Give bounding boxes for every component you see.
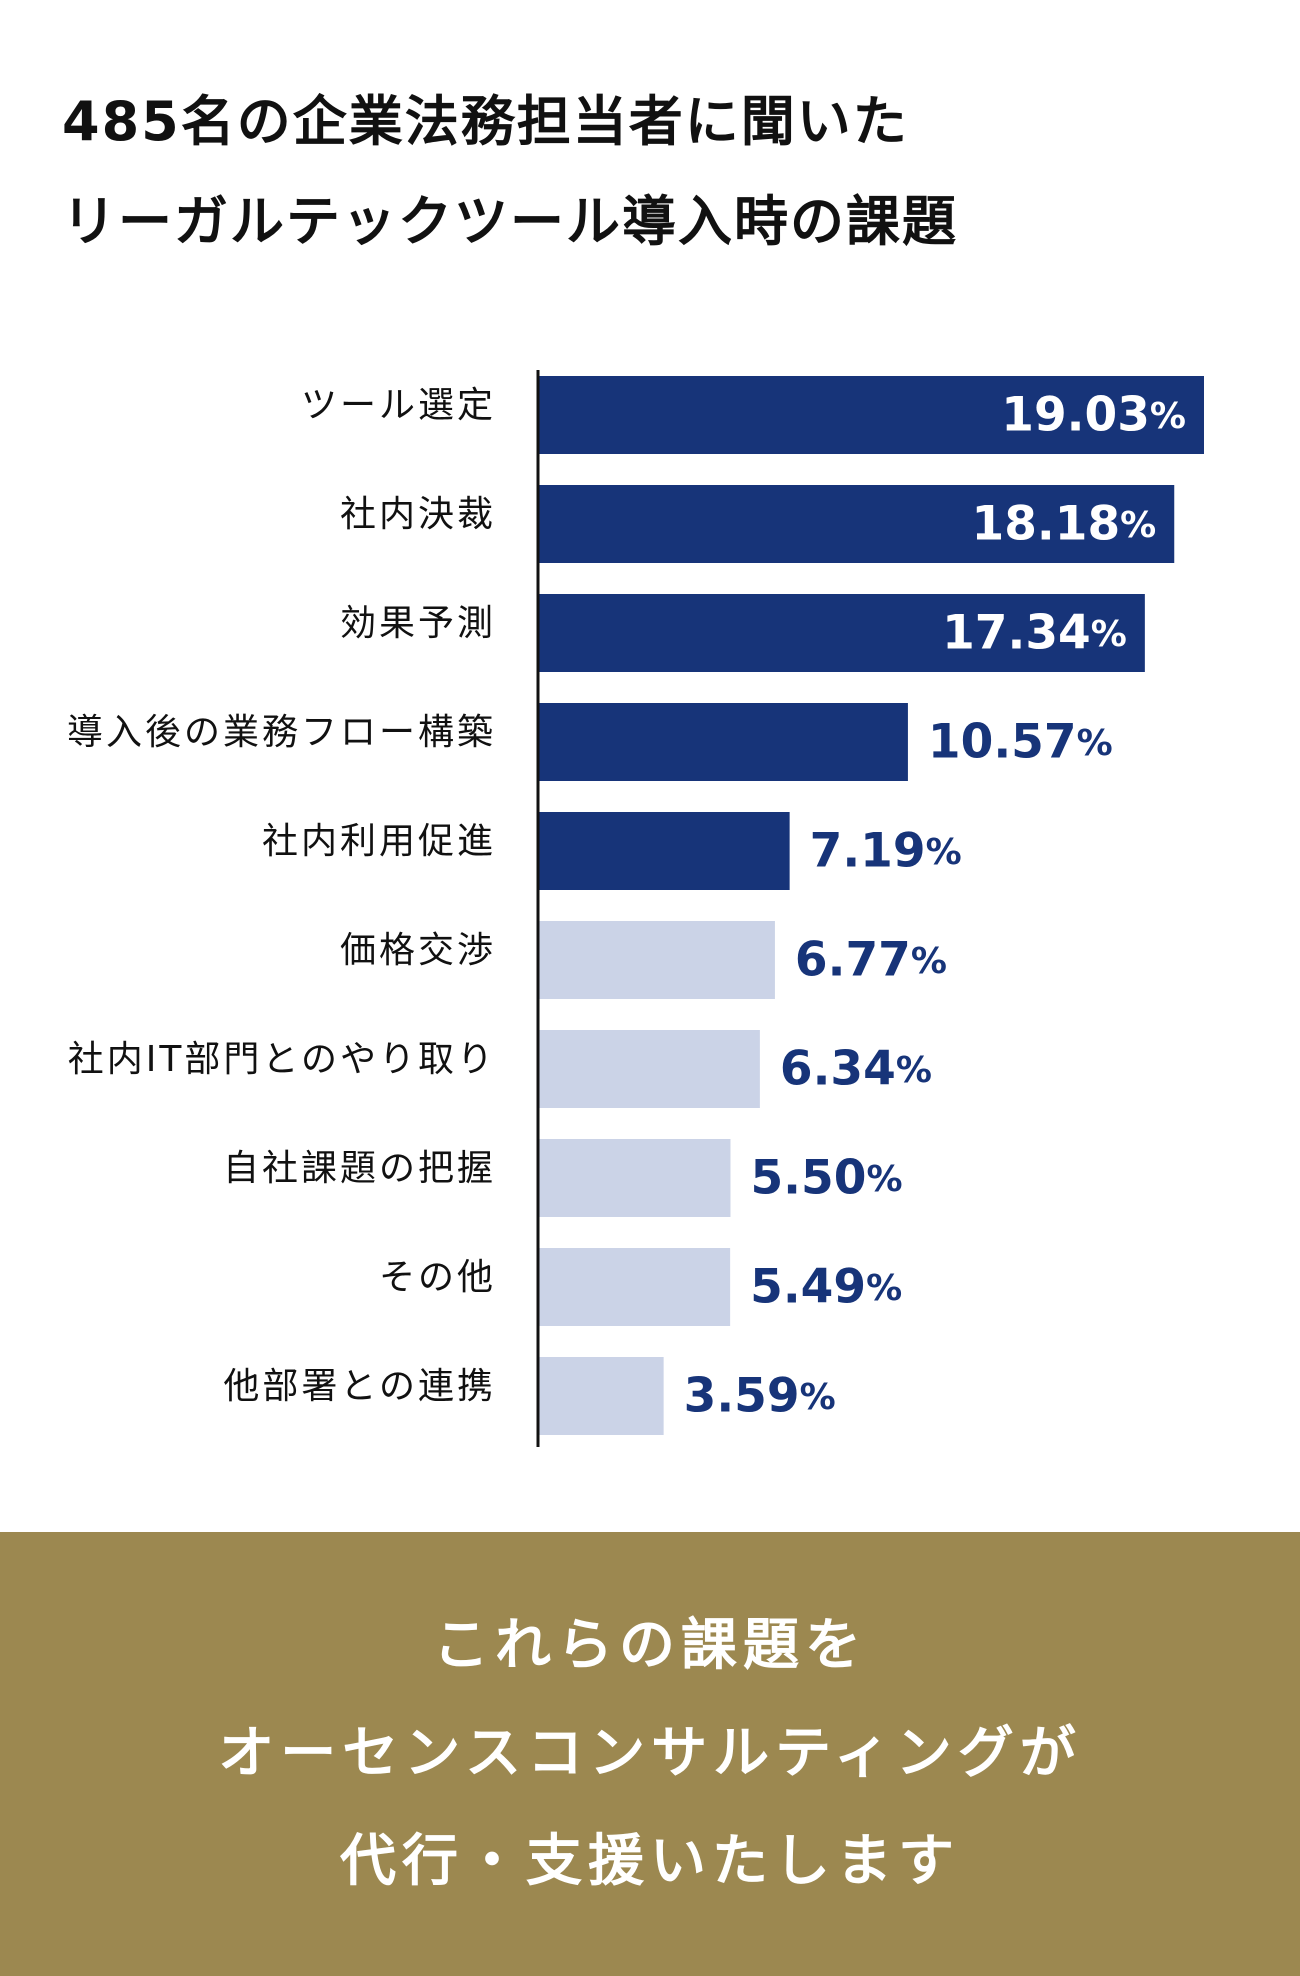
value-label: 17.34% bbox=[942, 606, 1127, 661]
category-label: ツール選定 bbox=[301, 385, 496, 426]
category-label: 自社課題の把握 bbox=[223, 1148, 496, 1189]
bar bbox=[538, 594, 1145, 672]
bar bbox=[538, 1139, 731, 1217]
bar bbox=[538, 485, 1175, 563]
footer-banner: これらの課題を オーセンスコンサルティングが 代行・支援いたします bbox=[0, 1532, 1300, 1976]
category-label: 価格交渉 bbox=[340, 930, 496, 971]
value-label: 5.50% bbox=[750, 1151, 902, 1206]
category-label: 社内IT部門とのやり取り bbox=[68, 1039, 496, 1080]
category-label: その他 bbox=[379, 1257, 496, 1298]
title-line-1: 485名の企業法務担当者に聞いた bbox=[62, 90, 909, 153]
bar bbox=[538, 921, 775, 999]
bar bbox=[538, 703, 908, 781]
value-label: 18.18% bbox=[972, 497, 1157, 552]
footer-line-1: これらの課題を bbox=[433, 1613, 867, 1678]
value-label: 6.34% bbox=[780, 1042, 932, 1097]
bar bbox=[538, 376, 1204, 454]
value-label: 3.59% bbox=[684, 1369, 836, 1424]
bar-chart: ツール選定 19.03% 社内決裁 18.18% 効果予測 17.34% 導入後の業務フロー… bbox=[67, 370, 1204, 1447]
bar bbox=[538, 1030, 760, 1108]
value-label: 7.19% bbox=[810, 824, 962, 879]
chart-title: 485名の企業法務担当者に聞いた リーガルテックツール導入時の課題 bbox=[62, 72, 958, 272]
footer-line-3: 代行・支援いたします bbox=[340, 1829, 960, 1894]
value-label: 6.77% bbox=[795, 933, 947, 988]
category-label: 他部署との連携 bbox=[223, 1366, 496, 1407]
value-label: 10.57% bbox=[928, 715, 1113, 770]
category-label: 導入後の業務フロー構築 bbox=[67, 712, 496, 753]
bar bbox=[538, 1357, 664, 1435]
value-label: 5.49% bbox=[750, 1260, 902, 1315]
category-label: 社内決裁 bbox=[340, 494, 496, 535]
bar bbox=[538, 812, 790, 890]
footer-line-2: オーセンスコンサルティングが bbox=[218, 1721, 1082, 1786]
category-label: 効果予測 bbox=[340, 603, 496, 644]
value-label: 19.03% bbox=[1001, 388, 1186, 443]
category-label: 社内利用促進 bbox=[262, 821, 496, 862]
bar bbox=[538, 1248, 731, 1326]
title-line-2: リーガルテックツール導入時の課題 bbox=[62, 190, 958, 253]
